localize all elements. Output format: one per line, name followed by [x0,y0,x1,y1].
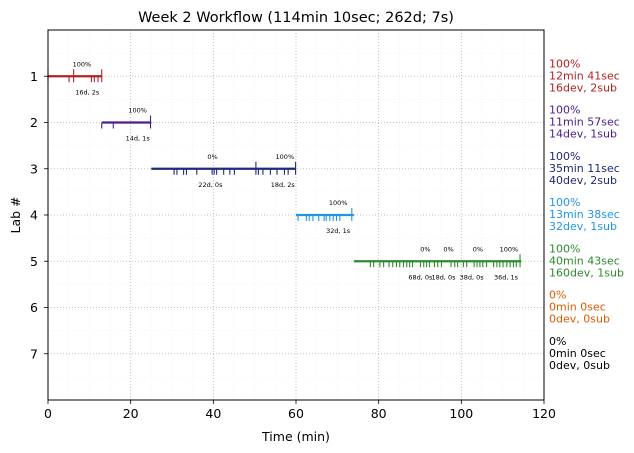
segment-detail-label: 18d, 0s [432,273,457,281]
segment-detail-label: 18d, 2s [271,181,296,189]
lab-3-stat-line: 100% [549,150,580,163]
segment-detail-label: 16d, 2s [75,88,100,96]
segment-percent-label: 100% [500,245,519,253]
lab-5-stat-line: 100% [549,242,580,255]
lab-2-stat-line: 14dev, 1sub [549,128,617,141]
y-tick-label: 5 [30,254,38,269]
lab-3-stat-line: 40dev, 2sub [549,174,617,187]
y-axis: 1 2 3 4 5 6 7 [30,69,48,361]
segment-percent-label: 100% [276,153,295,161]
lab-1-stat-line: 16dev, 2sub [549,81,617,94]
lab-7-stat-line: 0dev, 0sub [549,359,610,372]
lab-6-stat-line: 0% [549,289,566,302]
x-tick-label: 80 [371,406,387,421]
segment-percent-label: 0% [473,245,483,253]
lab-5-stat-line: 160dev, 1sub [549,266,624,279]
y-tick-label: 1 [30,69,38,84]
y-tick-label: 7 [30,346,38,361]
lab-1-series: 100% 16d, 2s [47,60,103,96]
lab-1-stat-line: 12min 41sec [549,69,620,82]
segment-percent-label: 0% [420,245,430,253]
segment-percent-label: 100% [329,199,348,207]
segment-detail-label: 68d, 0s [408,273,433,281]
x-tick-label: 0 [44,406,52,421]
lab-6-stat-line: 0dev, 0sub [549,313,610,326]
lab-2-series: 100% 14d, 1s [101,107,152,143]
lab-6-stat-line: 0min 0sec [549,301,606,314]
lab-4-stat-line: 32dev, 1sub [549,220,617,233]
x-tick-label: 100 [449,406,473,421]
lab-4-stat-line: 13min 38sec [549,208,620,221]
lab-2-stat-line: 100% [549,104,580,117]
lab-2-stat-line: 11min 57sec [549,116,620,129]
y-tick-label: 3 [30,161,38,176]
segment-percent-label: 100% [128,107,147,115]
y-axis-label: Lab # [8,196,23,233]
segment-percent-label: 0% [443,245,453,253]
lab-3-stat-line: 35min 11sec [549,162,620,175]
segment-detail-label: 14d, 1s [126,135,151,143]
segment-percent-label: 0% [207,153,217,161]
lab-4-stat-line: 100% [549,196,580,209]
lab-1-stat-line: 100% [549,57,580,70]
lab-5-series: 0% 68d, 0s 0% 18d, 0s 0% 38d, 0s 100% 36d, 1s [353,245,522,281]
chart-title: Week 2 Workflow (114min 10sec; 262d; 7s) [138,10,454,26]
x-tick-label: 120 [532,406,556,421]
x-axis-label: Time (min) [261,429,330,444]
lab-7-stat-line: 0% [549,335,566,348]
lab-4-series: 100% 32d, 1s [296,199,354,235]
x-tick-label: 60 [288,406,304,421]
lab-5-stat-line: 40min 43sec [549,254,620,267]
y-tick-label: 4 [30,208,38,223]
y-tick-label: 2 [30,115,38,130]
lab-7-stat-line: 0min 0sec [549,347,606,360]
x-axis: 0 20 40 60 80 100 120 [44,400,556,421]
lab-series: 100% 16d, 2s 100% 14d, 1s 0% 22d, 0s 100% 18d, … [47,60,522,281]
segment-detail-label: 38d, 0s [460,273,485,281]
segment-detail-label: 22d, 0s [198,181,223,189]
segment-detail-label: 32d, 1s [326,227,351,235]
y-tick-label: 6 [30,300,38,315]
x-tick-label: 40 [205,406,221,421]
segment-percent-label: 100% [73,60,92,68]
x-tick-label: 20 [123,406,139,421]
lab-3-series: 0% 22d, 0s 100% 18d, 2s [151,153,297,189]
segment-detail-label: 36d, 1s [494,273,519,281]
